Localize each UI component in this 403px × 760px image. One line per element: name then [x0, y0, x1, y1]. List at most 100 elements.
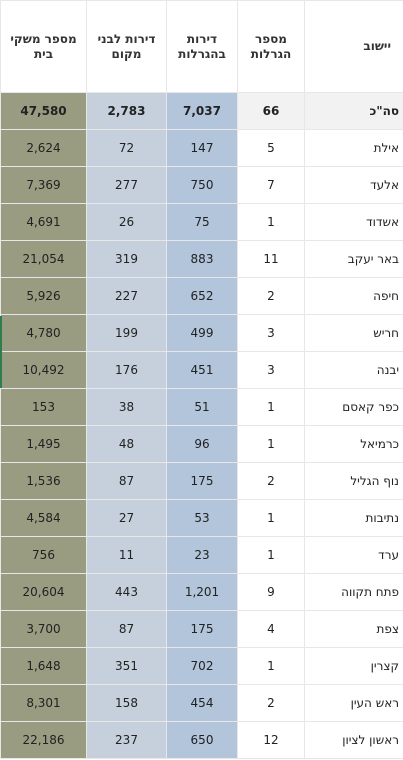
- total-local-apartments: 2,783: [86, 92, 167, 130]
- header-lotteries[interactable]: מספר הגרלות: [237, 0, 305, 93]
- cell-settlement: כפר קאסם: [304, 388, 403, 426]
- cell-lotteries: 2: [237, 277, 305, 315]
- cell-households: 7,369: [0, 166, 87, 204]
- cell-lotteries: 7: [237, 166, 305, 204]
- cell-households: 8,301: [0, 684, 87, 722]
- cell-local-apartments: 48: [86, 425, 167, 463]
- cell-households: 22,186: [0, 721, 87, 759]
- cell-local-apartments: 72: [86, 129, 167, 167]
- table-row: באר יעקב 11 883 319 21,054: [0, 240, 403, 278]
- cell-apartments: 23: [166, 536, 238, 574]
- table-row: חיפה 2 652 227 5,926: [0, 277, 403, 315]
- cell-local-apartments: 158: [86, 684, 167, 722]
- table-row: כפר קאסם 1 51 38 153: [0, 388, 403, 426]
- cell-local-apartments: 11: [86, 536, 167, 574]
- total-apartments: 7,037: [166, 92, 238, 130]
- header-households[interactable]: מספר משקי בית: [0, 0, 87, 93]
- cell-settlement: ערד: [304, 536, 403, 574]
- cell-apartments: 175: [166, 462, 238, 500]
- cell-lotteries: 9: [237, 573, 305, 611]
- table-row: נתיבות 1 53 27 4,584: [0, 499, 403, 537]
- cell-households: 4,780: [0, 314, 87, 352]
- cell-households: 153: [0, 388, 87, 426]
- cell-apartments: 454: [166, 684, 238, 722]
- total-households: 47,580: [0, 92, 87, 130]
- cell-local-apartments: 227: [86, 277, 167, 315]
- cell-apartments: 652: [166, 277, 238, 315]
- cell-households: 1,495: [0, 425, 87, 463]
- cell-settlement: קצרין: [304, 647, 403, 685]
- cell-lotteries: 12: [237, 721, 305, 759]
- edge-marker: [0, 316, 2, 388]
- cell-apartments: 702: [166, 647, 238, 685]
- cell-households: 3,700: [0, 610, 87, 648]
- total-lotteries: 66: [237, 92, 305, 130]
- cell-lotteries: 5: [237, 129, 305, 167]
- header-row: יישוב מספר הגרלות דירות בהגרלות דירות לב…: [0, 0, 403, 93]
- cell-lotteries: 1: [237, 203, 305, 241]
- cell-households: 20,604: [0, 573, 87, 611]
- cell-lotteries: 3: [237, 314, 305, 352]
- cell-local-apartments: 237: [86, 721, 167, 759]
- cell-local-apartments: 277: [86, 166, 167, 204]
- cell-apartments: 650: [166, 721, 238, 759]
- cell-apartments: 53: [166, 499, 238, 537]
- cell-settlement: אלעד: [304, 166, 403, 204]
- table-row: צפת 4 175 87 3,700: [0, 610, 403, 648]
- cell-lotteries: 11: [237, 240, 305, 278]
- table-row: אלעד 7 750 277 7,369: [0, 166, 403, 204]
- header-settlement[interactable]: יישוב: [304, 0, 403, 93]
- cell-apartments: 883: [166, 240, 238, 278]
- cell-lotteries: 1: [237, 647, 305, 685]
- cell-local-apartments: 176: [86, 351, 167, 389]
- cell-lotteries: 2: [237, 462, 305, 500]
- cell-lotteries: 2: [237, 684, 305, 722]
- cell-local-apartments: 27: [86, 499, 167, 537]
- cell-households: 1,648: [0, 647, 87, 685]
- cell-settlement: אילת: [304, 129, 403, 167]
- cell-households: 10,492: [0, 351, 87, 389]
- cell-local-apartments: 319: [86, 240, 167, 278]
- cell-households: 21,054: [0, 240, 87, 278]
- header-apartments[interactable]: דירות בהגרלות: [166, 0, 238, 93]
- table-row: כרמיאל 1 96 48 1,495: [0, 425, 403, 463]
- cell-households: 4,691: [0, 203, 87, 241]
- cell-settlement: חיפה: [304, 277, 403, 315]
- cell-settlement: צפת: [304, 610, 403, 648]
- total-label: סה"כ: [304, 92, 403, 130]
- table-row: אילת 5 147 72 2,624: [0, 129, 403, 167]
- cell-local-apartments: 351: [86, 647, 167, 685]
- cell-settlement: באר יעקב: [304, 240, 403, 278]
- cell-settlement: כרמיאל: [304, 425, 403, 463]
- table-row: ראש העין 2 454 158 8,301: [0, 684, 403, 722]
- cell-lotteries: 1: [237, 536, 305, 574]
- cell-apartments: 96: [166, 425, 238, 463]
- cell-local-apartments: 38: [86, 388, 167, 426]
- table-row: יבנה 3 451 176 10,492: [0, 351, 403, 389]
- cell-lotteries: 1: [237, 499, 305, 537]
- cell-local-apartments: 26: [86, 203, 167, 241]
- cell-local-apartments: 199: [86, 314, 167, 352]
- table-row: פתח תקווה 9 1,201 443 20,604: [0, 573, 403, 611]
- cell-local-apartments: 87: [86, 462, 167, 500]
- cell-lotteries: 3: [237, 351, 305, 389]
- cell-apartments: 1,201: [166, 573, 238, 611]
- cell-apartments: 499: [166, 314, 238, 352]
- cell-local-apartments: 87: [86, 610, 167, 648]
- table-row: קצרין 1 702 351 1,648: [0, 647, 403, 685]
- cell-settlement: נתיבות: [304, 499, 403, 537]
- cell-settlement: יבנה: [304, 351, 403, 389]
- table-row: ערד 1 23 11 756: [0, 536, 403, 574]
- cell-apartments: 451: [166, 351, 238, 389]
- header-local-apartments[interactable]: דירות לבני מקום: [86, 0, 167, 93]
- cell-settlement: ראש העין: [304, 684, 403, 722]
- table-row: אשדוד 1 75 26 4,691: [0, 203, 403, 241]
- cell-local-apartments: 443: [86, 573, 167, 611]
- cell-apartments: 75: [166, 203, 238, 241]
- table-row: ראשון לציון 12 650 237 22,186: [0, 721, 403, 759]
- cell-settlement: פתח תקווה: [304, 573, 403, 611]
- cell-settlement: אשדוד: [304, 203, 403, 241]
- table-row: חריש 3 499 199 4,780: [0, 314, 403, 352]
- cell-households: 2,624: [0, 129, 87, 167]
- total-row: סה"כ 66 7,037 2,783 47,580: [0, 92, 403, 130]
